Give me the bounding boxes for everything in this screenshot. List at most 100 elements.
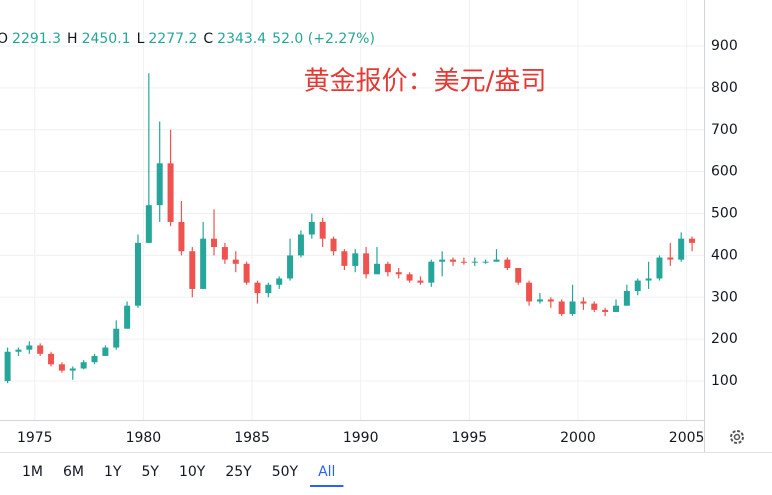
candle-body [504, 259, 511, 268]
candle-body [58, 364, 65, 371]
candle-body [645, 278, 652, 281]
chart-title: 黄金报价：美元/盎司 [304, 67, 547, 97]
candle-body [439, 259, 446, 262]
candle-body [156, 163, 163, 206]
range-button[interactable]: 50Y [272, 464, 299, 480]
y-tick-label: 900 [711, 38, 738, 54]
range-button[interactable]: 10Y [179, 464, 206, 480]
y-tick-label: 400 [711, 247, 738, 263]
candle-body [200, 238, 207, 289]
candle-body [395, 272, 402, 275]
x-tick-label: 1980 [126, 430, 162, 446]
candle-body [678, 238, 685, 260]
range-button[interactable]: 25Y [225, 464, 252, 480]
candle-body [580, 301, 587, 304]
settings-icon[interactable] [730, 430, 744, 444]
candle-body [178, 221, 185, 252]
candle-body [26, 345, 33, 350]
x-tick-label: 2000 [560, 430, 596, 446]
range-button[interactable]: 1M [22, 464, 43, 480]
candle-body [482, 261, 489, 263]
range-button[interactable]: 1Y [104, 464, 122, 480]
legend-label: O [0, 31, 8, 47]
candle-body [493, 259, 500, 262]
x-tick-label: 1990 [343, 430, 379, 446]
candle-body [558, 301, 565, 315]
range-button[interactable]: 5Y [141, 464, 159, 480]
y-tick-label: 200 [711, 331, 738, 347]
candle-body [276, 278, 283, 285]
candle-body [265, 284, 272, 294]
y-tick-label: 600 [711, 164, 738, 180]
candle-body [221, 247, 228, 260]
legend-label: H [67, 31, 78, 47]
candle-body [37, 345, 44, 354]
y-tick-label: 500 [711, 206, 738, 222]
candle-body [428, 261, 435, 283]
candle-body [189, 251, 196, 289]
candle-body [341, 251, 348, 266]
candle-body [613, 305, 619, 312]
x-tick-label: 2005 [669, 430, 705, 446]
candle-body [373, 263, 380, 275]
candle-body [124, 305, 131, 329]
candle-body [4, 351, 11, 382]
candle-body [211, 238, 218, 248]
candle-body [308, 221, 315, 235]
candle-body [460, 261, 467, 263]
range-button[interactable]: 6M [63, 464, 84, 480]
legend-value: 2277.2 [148, 31, 197, 47]
candle-body [536, 299, 543, 302]
y-tick-label: 100 [711, 373, 738, 389]
y-tick-label: 800 [711, 80, 738, 96]
candle-body [330, 238, 337, 252]
range-selector: 1M 6M 1Y 5Y 10Y 25Y 50Y All [22, 464, 344, 487]
candle-body [471, 261, 478, 263]
candle-body [254, 282, 261, 294]
y-tick-label: 300 [711, 289, 738, 305]
range-button[interactable]: All [318, 464, 335, 480]
candle-body [406, 274, 413, 281]
candle-body [602, 309, 609, 312]
legend-value: 52.0 (+2.27%) [272, 31, 375, 47]
legend-value: 2450.1 [82, 31, 131, 47]
candle-body [667, 257, 674, 260]
candle-body [297, 234, 304, 256]
x-tick-label: 1975 [17, 430, 53, 446]
candle-body [102, 347, 109, 356]
legend-value: 2343.4 [217, 31, 266, 47]
gear-inner [733, 433, 741, 441]
candle-body [526, 282, 533, 302]
candle-body [319, 221, 326, 239]
gear-outer [730, 430, 744, 444]
x-tick-label: 1985 [234, 430, 270, 446]
candle-body [515, 267, 522, 283]
candle-body [145, 205, 152, 243]
candle-body [167, 163, 174, 222]
candle-body [547, 299, 554, 302]
x-tick-label: 1995 [452, 430, 488, 446]
candle-body [80, 362, 87, 369]
plot [0, 0, 704, 420]
candle-body [689, 238, 696, 243]
legend-value: 2291.3 [12, 31, 61, 47]
candle-body [91, 355, 98, 363]
candle-body [656, 257, 663, 279]
y-tick-label: 700 [711, 122, 738, 138]
candle-body [69, 368, 76, 371]
candle-body [569, 301, 576, 315]
candle-body [623, 291, 630, 306]
legend-label: C [203, 31, 213, 47]
candle-body [48, 353, 55, 365]
candle-body [363, 253, 370, 275]
candle-body [134, 242, 141, 306]
candle-body [243, 263, 250, 283]
candle-body [287, 255, 294, 279]
candle-body [232, 259, 239, 264]
candle-body [417, 280, 424, 283]
candle-body [352, 253, 359, 266]
legend-label: L [137, 31, 145, 47]
candle-body [15, 349, 22, 352]
